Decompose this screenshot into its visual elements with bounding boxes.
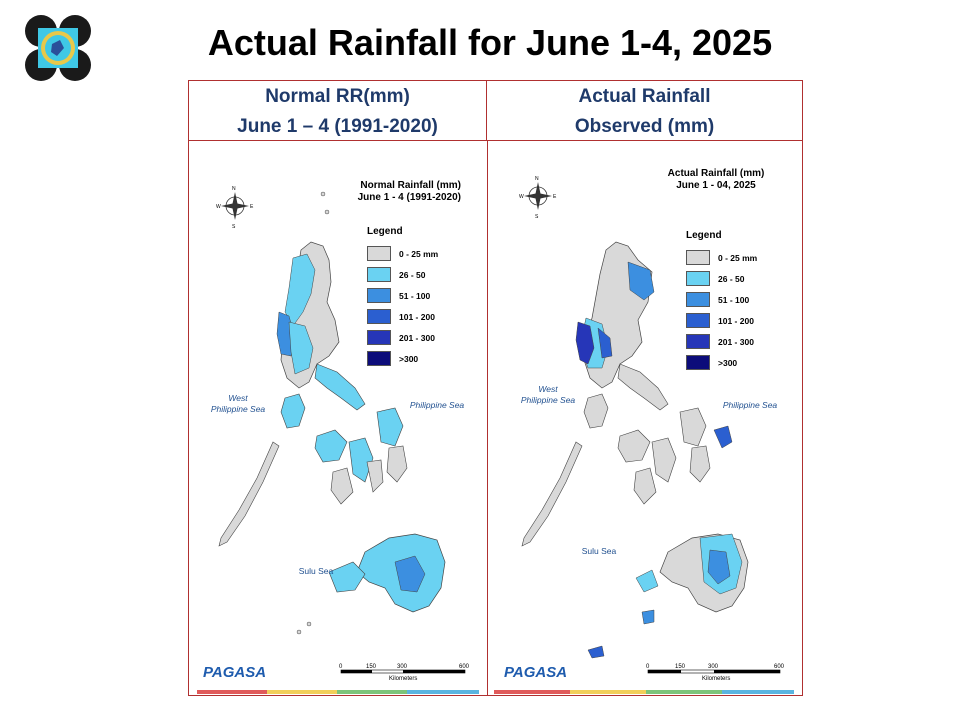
legend-title: Legend xyxy=(686,230,722,241)
color-stripe xyxy=(267,690,337,694)
map-title-line-2: June 1 - 04, 2025 xyxy=(676,180,756,191)
actual-rainfall-header: Actual Rainfall Observed (mm) xyxy=(487,81,802,141)
legend-item: >300 xyxy=(367,348,438,369)
color-stripe xyxy=(722,690,794,694)
legend-swatch xyxy=(686,313,710,328)
scale-tick: 600 xyxy=(774,664,785,670)
legend-item: >300 xyxy=(686,352,757,373)
scale-tick: 0 xyxy=(339,664,343,670)
header-line-2: June 1 – 4 (1991-2020) xyxy=(237,116,438,137)
scale-tick: 150 xyxy=(366,664,377,670)
compass-rose-icon: N S W E xyxy=(216,186,254,230)
legend-swatch xyxy=(367,351,391,366)
map-title: Actual Rainfall (mm) June 1 - 04, 2025 xyxy=(660,168,772,192)
color-stripe xyxy=(494,690,570,694)
legend-swatch xyxy=(686,292,710,307)
compass-s: S xyxy=(535,214,539,220)
west-philippine-sea-label: West Philippine Sea xyxy=(210,393,266,414)
legend-item: 101 - 200 xyxy=(367,306,438,327)
legend: Legend 0 - 25 mm 26 - 50 51 - 100 101 - … xyxy=(686,230,757,373)
compass-s: S xyxy=(232,224,236,230)
compass-rose-icon: N S W E xyxy=(519,176,557,220)
legend-swatch xyxy=(367,267,391,282)
sulu-sea-label: Sulu Sea xyxy=(581,546,617,556)
color-stripe xyxy=(197,690,267,694)
legend-item: 26 - 50 xyxy=(686,268,757,289)
map-title-line-1: Normal Rainfall (mm) xyxy=(360,180,461,191)
actual-rainfall-map: N S W E xyxy=(519,176,781,674)
legend-swatch xyxy=(367,246,391,261)
legend-swatch xyxy=(367,330,391,345)
compass-w: W xyxy=(519,194,524,200)
map-title-line-2: June 1 - 4 (1991-2020) xyxy=(357,192,461,203)
pagasa-logo: PAGASA xyxy=(504,664,568,681)
legend-swatch xyxy=(367,309,391,324)
header-line-1: Normal RR(mm) xyxy=(265,86,410,107)
scale-tick: 150 xyxy=(675,664,686,670)
legend-swatch xyxy=(686,334,710,349)
philippine-sea-label: Philippine Sea xyxy=(722,400,778,410)
scale-tick: 600 xyxy=(459,664,470,670)
scale-unit: Kilometers xyxy=(702,676,731,682)
normal-rainfall-header: Normal RR(mm) June 1 – 4 (1991-2020) xyxy=(189,81,487,141)
color-stripe xyxy=(570,690,646,694)
header-line-2: Observed (mm) xyxy=(574,116,715,137)
legend-swatch xyxy=(367,288,391,303)
legend-item: 201 - 300 xyxy=(367,327,438,348)
legend-item: 101 - 200 xyxy=(686,310,757,331)
header-line-1: Actual Rainfall xyxy=(578,86,711,107)
actual-rainfall-map-panel: N S W E Actual Rainfall (mm) June 1 - 04… xyxy=(488,142,802,695)
legend-item: 51 - 100 xyxy=(686,289,757,310)
pagasa-logo: PAGASA xyxy=(203,664,267,681)
color-stripe xyxy=(646,690,722,694)
slide-title: Actual Rainfall for June 1-4, 2025 xyxy=(207,22,773,63)
legend-swatch xyxy=(686,250,710,265)
legend-item: 51 - 100 xyxy=(367,285,438,306)
compass-n: N xyxy=(535,176,539,182)
legend-item: 0 - 25 mm xyxy=(367,243,438,264)
legend-swatch xyxy=(686,271,710,286)
legend-item: 0 - 25 mm xyxy=(686,247,757,268)
west-philippine-sea-label: West Philippine Sea xyxy=(520,384,576,405)
philippine-sea-label: Philippine Sea xyxy=(409,400,465,410)
normal-rainfall-map: N S W E xyxy=(216,186,466,674)
normal-rainfall-map-panel: N S W E Normal Rainfall (mm) June 1 - 4 … xyxy=(189,142,487,695)
map-title-line-1: Actual Rainfall (mm) xyxy=(667,168,765,179)
scale-tick: 300 xyxy=(708,664,719,670)
legend-title: Legend xyxy=(367,226,403,237)
compass-e: E xyxy=(250,204,254,210)
scale-tick: 0 xyxy=(646,664,650,670)
legend-swatch xyxy=(686,355,710,370)
map-title: Normal Rainfall (mm) June 1 - 4 (1991-20… xyxy=(357,180,461,204)
column-divider xyxy=(487,141,488,695)
compass-w: W xyxy=(216,204,221,210)
comparison-frame: Normal RR(mm) June 1 – 4 (1991-2020) Act… xyxy=(188,80,803,696)
color-stripe xyxy=(337,690,407,694)
color-stripe xyxy=(407,690,479,694)
scale-tick: 300 xyxy=(397,664,408,670)
pagasa-emblem-logo xyxy=(24,14,92,82)
sulu-sea-label: Sulu Sea xyxy=(298,566,334,576)
compass-n: N xyxy=(232,186,236,192)
compass-e: E xyxy=(553,194,557,200)
legend: Legend 0 - 25 mm 26 - 50 51 - 100 101 - … xyxy=(367,226,438,369)
scale-unit: Kilometers xyxy=(389,676,418,682)
legend-item: 26 - 50 xyxy=(367,264,438,285)
legend-item: 201 - 300 xyxy=(686,331,757,352)
